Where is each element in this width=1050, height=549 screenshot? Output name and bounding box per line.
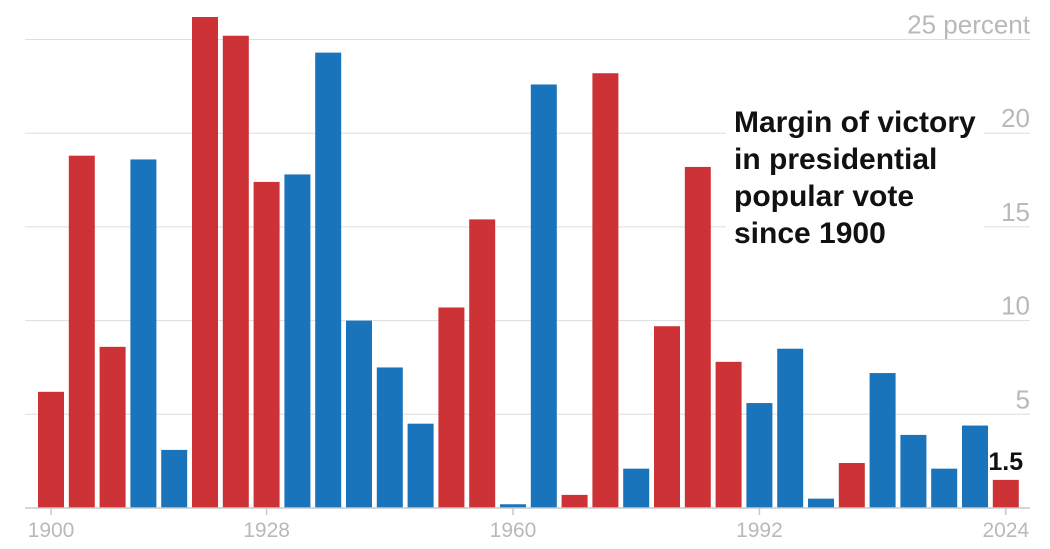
bar-1948 (407, 423, 434, 508)
bar-2004 (838, 463, 865, 508)
bar-1940 (346, 320, 372, 508)
x-axis: 1900 1928 1960 1992 2024 (25, 507, 1030, 542)
x-tick-label-1928: 1928 (243, 519, 290, 542)
bar-1960 (500, 504, 526, 508)
bar-1992 (746, 403, 773, 508)
bar-1916 (161, 449, 188, 508)
title-line-1: Margin of victory (734, 106, 976, 139)
bar-2020 (962, 425, 988, 508)
bar-1900 (38, 391, 64, 508)
annotations: 1.5 (988, 448, 1023, 476)
title-line-2: in presidential (734, 143, 937, 176)
bar-1944 (376, 367, 403, 508)
x-tick-label-1900: 1900 (28, 519, 75, 542)
x-tick-label-1992: 1992 (736, 519, 783, 542)
bar-2012 (900, 434, 927, 508)
bar-2024 (992, 479, 1019, 508)
bar-2016 (931, 468, 958, 508)
bar-1984 (684, 166, 711, 508)
bar-1904 (68, 155, 95, 509)
bar-1956 (469, 219, 496, 509)
bar-1964 (530, 84, 557, 508)
chart-title: Margin of victory in presidential popular … (726, 102, 984, 258)
y-tick-label-25: 25 percent (907, 10, 1031, 40)
bar-2008 (869, 373, 896, 508)
x-tick-label-1960: 1960 (490, 519, 537, 542)
x-tick-label-2024: 2024 (982, 519, 1029, 542)
title-line-4: since 1900 (734, 217, 886, 250)
bar-1968 (561, 494, 588, 508)
y-axis-labels: 5 10 15 20 25 percent (907, 10, 1031, 415)
title-line-3: popular vote (734, 180, 914, 213)
title-background (726, 102, 984, 258)
bar-1996 (777, 348, 804, 508)
bar-1976 (623, 468, 650, 508)
bar-1928 (253, 181, 280, 508)
bar-1936 (315, 52, 342, 508)
y-tick-label-15: 15 (1001, 197, 1030, 227)
bar-1932 (284, 174, 311, 509)
y-tick-label-10: 10 (1001, 291, 1030, 321)
bar-1908 (99, 346, 126, 508)
y-tick-label-5: 5 (1016, 384, 1030, 414)
y-tick-label-20: 20 (1001, 103, 1030, 133)
bar-1980 (654, 326, 680, 508)
bar-2000 (808, 498, 834, 508)
bar-1952 (438, 307, 465, 508)
bars (38, 17, 1019, 509)
bar-1912 (130, 159, 157, 508)
bar-1924 (222, 35, 249, 508)
bar-1920 (192, 17, 218, 509)
bar-1988 (715, 361, 742, 508)
bar-1972 (592, 73, 619, 509)
data-label-2024: 1.5 (988, 448, 1023, 476)
